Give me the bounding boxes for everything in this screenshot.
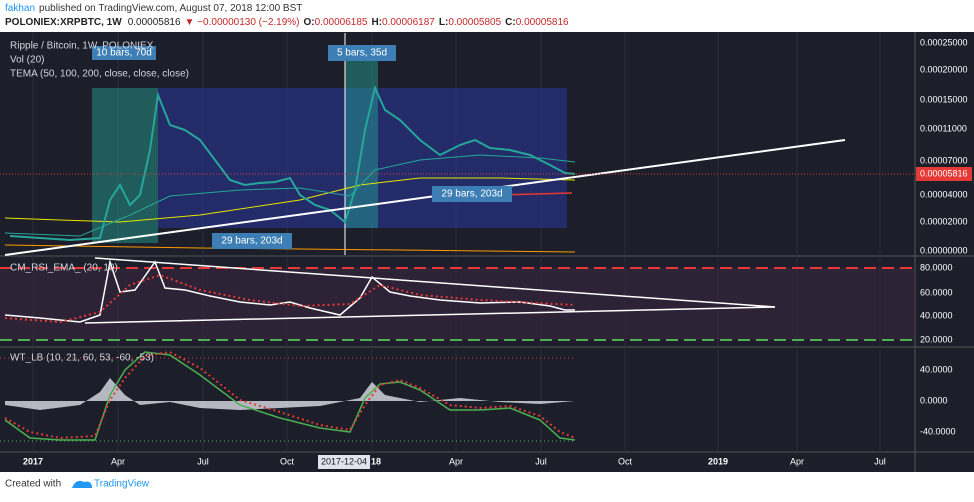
rsi-trendline — [94, 257, 776, 308]
low-label: L: — [439, 17, 448, 28]
rsi-trendline — [84, 306, 776, 324]
wt-signal — [4, 350, 576, 440]
cursor-date: 2017-12-04 — [321, 456, 367, 466]
annotation-box — [432, 186, 512, 202]
footer-text: Created with — [5, 479, 61, 490]
legend: Vol (20) — [10, 55, 44, 66]
range-box — [158, 88, 567, 228]
annotation-box — [212, 233, 292, 249]
time-label: Jul — [197, 456, 209, 466]
time-label: Apr — [790, 456, 804, 466]
annotation-box — [328, 45, 396, 61]
cursor-date-box — [318, 455, 370, 469]
close-label: C: — [505, 17, 516, 28]
price-label: 0.00020000 — [920, 64, 968, 74]
tema-line — [4, 177, 576, 223]
time-label: Jul — [535, 456, 547, 466]
annotation: 5 bars, 35d — [337, 48, 387, 59]
price-axis: 0.00025000 0.00020000 0.00015000 0.00011… — [920, 37, 968, 255]
wt-label: -40.0000 — [920, 426, 956, 436]
price-label: 0.00011000 — [920, 123, 967, 133]
header-line: fakhan published on TradingView.com, Augu… — [5, 3, 302, 14]
price-label: 0.00002000 — [920, 216, 968, 226]
annotation: 29 bars, 203d — [441, 189, 502, 200]
rsi-ema — [4, 273, 576, 324]
trendline — [4, 139, 846, 256]
rsi-line — [4, 259, 575, 323]
last: 0.00005816 — [128, 17, 181, 28]
time-label: Apr — [449, 456, 463, 466]
legend: CM_RSI_EMA_ (20, 10) — [10, 263, 118, 274]
wt-label: 40.0000 — [920, 364, 953, 374]
last-price-box — [916, 167, 972, 181]
logo — [72, 480, 92, 488]
author[interactable]: fakhan — [5, 3, 35, 14]
time-label: Jul — [874, 456, 886, 466]
annotation: 10 bars, 70d — [96, 48, 152, 59]
wt-histogram — [5, 378, 575, 410]
wt-line — [4, 351, 576, 441]
price-label: 0.00007000 — [920, 155, 968, 165]
legend: WT_LB (10, 21, 60, 53, -60, -53) — [10, 353, 154, 364]
volume-line — [4, 244, 576, 253]
time-label: Oct — [280, 456, 295, 466]
high: 0.00006187 — [382, 17, 435, 28]
annotation-box — [92, 46, 156, 60]
legend: Ripple / Bitcoin, 1W, POLONIEX — [10, 41, 154, 52]
annotation: 29 bars, 203d — [221, 236, 282, 247]
low: 0.00005805 — [448, 17, 501, 28]
time-label: Apr — [111, 456, 125, 466]
tema-line — [4, 154, 576, 237]
rsi-band — [0, 268, 915, 340]
symbol: POLONIEX:XRPBTC, 1W — [5, 17, 122, 28]
price-label: 0.00004000 — [920, 189, 968, 199]
price-label: 0.00000000 — [920, 245, 968, 255]
price-label: 0.00015000 — [920, 94, 968, 104]
rsi-label: 20.0000 — [920, 334, 953, 344]
time-label: 2017 — [23, 456, 43, 466]
published: published on TradingView.com, August 07,… — [39, 3, 302, 14]
brand[interactable]: TradingView — [94, 479, 150, 490]
high-label: H: — [371, 17, 382, 28]
range-box — [345, 45, 378, 228]
rsi-label: 80.0000 — [920, 262, 953, 272]
time-label: 2019 — [708, 456, 728, 466]
price-line — [9, 84, 576, 242]
close: 0.00005816 — [516, 17, 569, 28]
wt-label: 0.0000 — [920, 395, 948, 405]
open: 0.00006185 — [315, 17, 368, 28]
rsi-label: 60.0000 — [920, 287, 953, 297]
time-label: 18 — [371, 456, 381, 466]
last-price-label: 0.00005816 — [920, 168, 968, 178]
price-label: 0.00025000 — [920, 37, 968, 47]
quote-line: POLONIEX:XRPBTC, 1W 0.00005816 ▼ −0.000001… — [5, 17, 569, 28]
legend: TEMA (50, 100, 200, close, close, close) — [10, 69, 189, 80]
open-label: O: — [304, 17, 315, 28]
time-axis: 2017 Apr Jul Oct 2017-12-04 18 Apr Jul O… — [23, 455, 886, 469]
change: ▼ −0.00000130 (−2.19%) — [185, 17, 300, 28]
time-label: Oct — [618, 456, 633, 466]
rsi-label: 40.0000 — [920, 310, 953, 320]
